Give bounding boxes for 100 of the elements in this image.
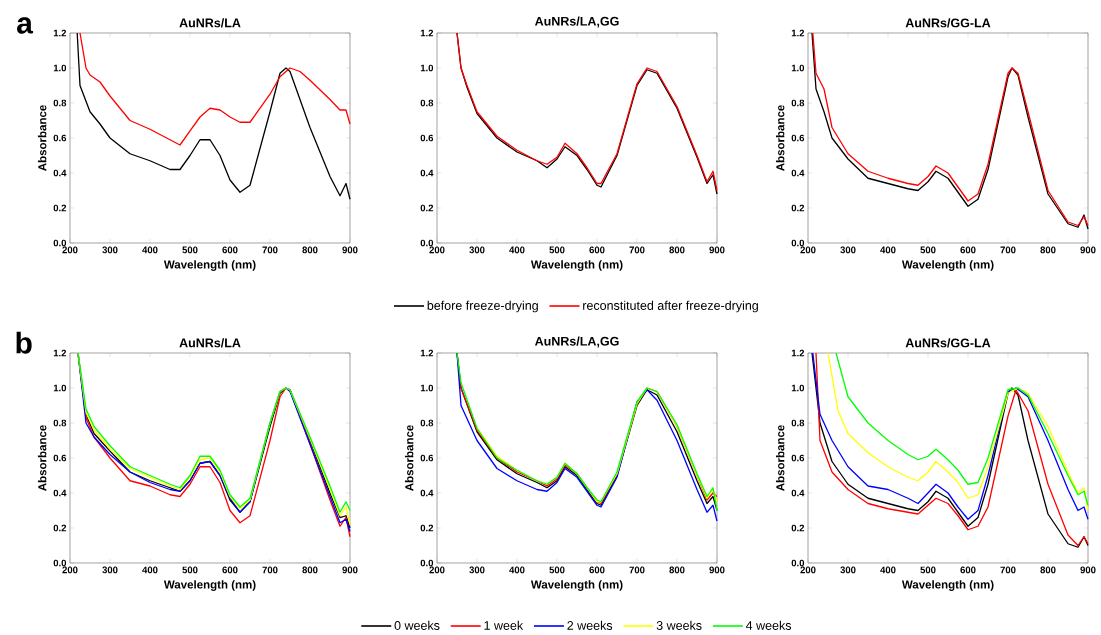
- y-tick-label: 0.8: [420, 99, 434, 107]
- x-tick-label: 900: [1080, 246, 1096, 254]
- x-tick-label: 400: [880, 566, 896, 574]
- x-axis-title: Wavelength (nm): [901, 260, 994, 271]
- x-tick-label: 500: [920, 246, 936, 254]
- y-tick-label: 0.6: [420, 454, 434, 462]
- y-tick-label: 0.4: [791, 489, 805, 497]
- x-axis-title: Wavelength (nm): [901, 580, 994, 591]
- y-tick-label: 0.6: [420, 134, 434, 142]
- y-tick-label: 0.6: [53, 454, 67, 462]
- y-tick-label: 1.0: [420, 384, 434, 392]
- x-tick-label: 300: [102, 566, 118, 574]
- y-tick-label: 1.0: [53, 64, 67, 72]
- y-tick-label: 0.0: [420, 559, 434, 567]
- y-tick-label: 1.2: [53, 29, 67, 37]
- y-tick-label: 1.2: [791, 29, 805, 37]
- text: b: [16, 331, 32, 354]
- x-tick-label: 600: [960, 246, 976, 254]
- x-tick-label: 200: [62, 566, 78, 574]
- x-tick-label: 800: [302, 566, 318, 574]
- chart-title: AuNRs/LA: [179, 338, 241, 348]
- x-tick-label: 300: [469, 566, 485, 574]
- x-tick-label: 600: [589, 566, 605, 574]
- x-tick-label: 400: [509, 246, 525, 254]
- y-tick-label: 0.4: [791, 169, 805, 177]
- x-tick-label: 500: [182, 566, 198, 574]
- x-tick-label: 200: [800, 246, 816, 254]
- y-tick-label: 0.2: [420, 204, 434, 212]
- x-tick-label: 200: [62, 246, 78, 254]
- x-tick-label: 400: [509, 566, 525, 574]
- x-tick-label: 900: [342, 566, 358, 574]
- y-tick-label: 0.8: [791, 99, 805, 107]
- text: a: [17, 17, 34, 34]
- chart-title: AuNRs/GG-LA: [905, 18, 991, 28]
- x-tick-label: 700: [1000, 566, 1016, 574]
- y-tick-label: 0.4: [420, 489, 434, 497]
- y-tick-label: 0.2: [791, 524, 805, 532]
- y-tick-label: 0.4: [53, 169, 67, 177]
- x-tick-label: 400: [142, 566, 158, 574]
- x-tick-label: 500: [549, 246, 565, 254]
- y-tick-label: 1.0: [791, 384, 805, 392]
- y-axis-title: Absorbance: [775, 425, 785, 491]
- x-tick-label: 700: [629, 566, 645, 574]
- x-tick-label: 500: [182, 246, 198, 254]
- y-tick-label: 0.8: [53, 99, 67, 107]
- x-tick-label: 800: [669, 566, 685, 574]
- y-tick-label: 0.2: [791, 204, 805, 212]
- y-tick-label: 0.6: [791, 134, 805, 142]
- x-tick-label: 700: [629, 246, 645, 254]
- y-tick-label: 1.0: [420, 64, 434, 72]
- x-tick-label: 600: [222, 566, 238, 574]
- y-tick-label: 0.0: [53, 239, 67, 247]
- legend-label: before freeze-drying: [427, 300, 538, 313]
- legend-label: 4 weeks: [745, 620, 792, 630]
- x-tick-label: 200: [429, 566, 445, 574]
- legend-label: 2 weeks: [567, 620, 613, 630]
- y-tick-label: 0.8: [420, 419, 434, 427]
- x-tick-label: 400: [880, 246, 896, 254]
- chart-title: AuNRs/LA,GG: [534, 336, 619, 348]
- y-tick-label: 1.0: [53, 384, 67, 392]
- x-tick-label: 800: [669, 246, 685, 254]
- y-tick-label: 0.0: [791, 239, 805, 247]
- x-axis-title: Wavelength (nm): [530, 580, 623, 591]
- y-tick-label: 1.2: [420, 29, 434, 37]
- x-tick-label: 300: [840, 246, 856, 254]
- x-tick-label: 500: [549, 566, 565, 574]
- x-tick-label: 200: [800, 566, 816, 574]
- y-tick-label: 1.2: [53, 349, 67, 357]
- y-tick-label: 0.0: [791, 559, 805, 567]
- x-tick-label: 500: [920, 566, 936, 574]
- x-axis-title: Wavelength (nm): [163, 580, 256, 591]
- chart-title: AuNRs/GG-LA: [905, 338, 991, 348]
- y-axis-title: Absorbance: [775, 105, 785, 171]
- x-tick-label: 300: [102, 246, 118, 254]
- x-tick-label: 300: [840, 566, 856, 574]
- x-tick-label: 400: [142, 246, 158, 254]
- legend-label: 0 weeks: [394, 620, 440, 630]
- x-tick-label: 700: [262, 566, 278, 574]
- y-axis-title: Absorbance: [404, 425, 414, 491]
- y-tick-label: 0.8: [53, 419, 67, 427]
- y-axis-title: Absorbance: [37, 425, 47, 491]
- chart-title: AuNRs/LA,GG: [534, 16, 619, 28]
- x-axis-title: Wavelength (nm): [163, 260, 256, 271]
- x-tick-label: 600: [589, 246, 605, 254]
- y-tick-label: 0.0: [53, 559, 67, 567]
- x-tick-label: 900: [1080, 566, 1096, 574]
- y-axis-title: Absorbance: [37, 105, 47, 171]
- x-tick-label: 900: [709, 566, 725, 574]
- x-tick-label: 900: [709, 246, 725, 254]
- x-tick-label: 300: [469, 246, 485, 254]
- y-tick-label: 0.8: [791, 419, 805, 427]
- x-tick-label: 800: [1040, 246, 1056, 254]
- y-tick-label: 0.4: [53, 489, 67, 497]
- y-tick-label: 1.0: [791, 64, 805, 72]
- y-tick-label: 1.2: [420, 349, 434, 357]
- x-tick-label: 800: [1040, 566, 1056, 574]
- x-tick-label: 200: [429, 246, 445, 254]
- legend-label: 1 week: [484, 620, 524, 630]
- x-tick-label: 900: [342, 246, 358, 254]
- x-tick-label: 600: [222, 246, 238, 254]
